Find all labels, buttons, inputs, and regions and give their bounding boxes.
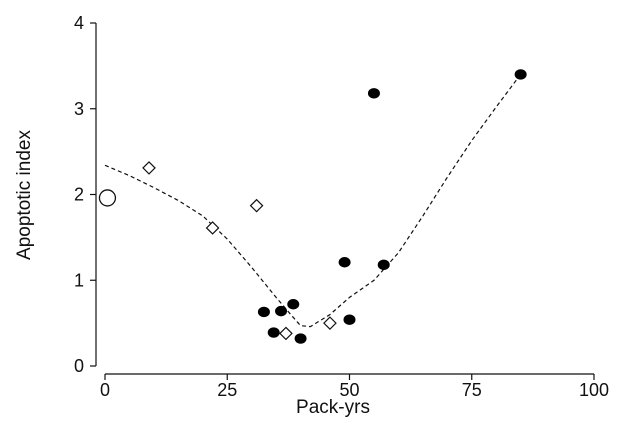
y-tick-label: 3 — [74, 99, 84, 119]
filled-circle-point — [514, 69, 527, 80]
open-circle-point — [98, 189, 117, 207]
filled-circle-point — [294, 333, 307, 344]
y-tick-label: 4 — [74, 13, 84, 33]
filled-circle-point — [377, 259, 390, 271]
open-diamond-point — [249, 198, 264, 213]
filled-circle-point — [343, 314, 356, 325]
filled-circle-point — [275, 305, 288, 317]
axes: 0 25 50 75 100 0 1 2 3 4 — [74, 13, 609, 400]
filled-circle-point — [287, 299, 300, 310]
filled-circle-point — [367, 88, 380, 99]
filled-circle-point — [338, 257, 351, 268]
open-diamond-point — [279, 326, 293, 341]
data-points-group — [98, 69, 527, 344]
filled-circle-point — [257, 306, 270, 318]
x-tick-label: 50 — [339, 380, 359, 400]
x-axis-label: Pack-yrs — [296, 397, 370, 418]
y-tick-label: 0 — [74, 356, 84, 376]
y-tick-label: 2 — [74, 185, 84, 205]
open-diamond-point — [205, 221, 220, 235]
x-tick-label: 100 — [579, 380, 609, 400]
y-tick-label: 1 — [74, 270, 84, 290]
filled-circle-point — [267, 327, 280, 338]
trend-line-group — [104, 74, 522, 328]
x-tick-label: 25 — [217, 380, 237, 400]
open-diamond-point — [142, 161, 156, 175]
y-axis-label: Apoptotic index — [14, 130, 35, 260]
trend-line — [104, 74, 522, 328]
open-diamond-point — [323, 316, 337, 330]
x-tick-label: 0 — [100, 380, 110, 400]
x-tick-label: 75 — [462, 380, 482, 400]
